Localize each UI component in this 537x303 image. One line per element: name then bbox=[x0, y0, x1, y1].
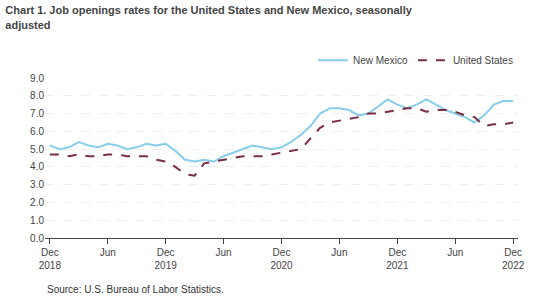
svg-text:7.0: 7.0 bbox=[30, 108, 44, 119]
svg-text:Chart 1. Job openings rates fo: Chart 1. Job openings rates for the Unit… bbox=[5, 4, 412, 30]
svg-text:Jun: Jun bbox=[216, 247, 232, 258]
svg-text:5.0: 5.0 bbox=[30, 144, 44, 155]
svg-text:Dec2021: Dec2021 bbox=[386, 247, 409, 271]
svg-text:4.0: 4.0 bbox=[30, 161, 44, 172]
svg-text:3.0: 3.0 bbox=[30, 179, 44, 190]
svg-text:2.0: 2.0 bbox=[30, 197, 44, 208]
svg-text:United States: United States bbox=[453, 55, 513, 66]
svg-text:Jun: Jun bbox=[100, 247, 116, 258]
svg-text:Dec2019: Dec2019 bbox=[155, 247, 178, 271]
svg-text:Dec2018: Dec2018 bbox=[39, 247, 62, 271]
svg-text:Jun: Jun bbox=[447, 247, 463, 258]
svg-text:Jun: Jun bbox=[331, 247, 347, 258]
svg-text:8.0: 8.0 bbox=[30, 90, 44, 101]
svg-text:Dec2022: Dec2022 bbox=[502, 247, 525, 271]
svg-text:9.0: 9.0 bbox=[30, 73, 44, 84]
svg-text:1.0: 1.0 bbox=[30, 215, 44, 226]
svg-text:Dec2020: Dec2020 bbox=[270, 247, 293, 271]
svg-text:6.0: 6.0 bbox=[30, 126, 44, 137]
svg-text:Source: U.S. Bureau of Labor S: Source: U.S. Bureau of Labor Statistics. bbox=[47, 284, 224, 295]
svg-text:0.0: 0.0 bbox=[30, 233, 44, 244]
svg-text:New Mexico: New Mexico bbox=[353, 55, 408, 66]
